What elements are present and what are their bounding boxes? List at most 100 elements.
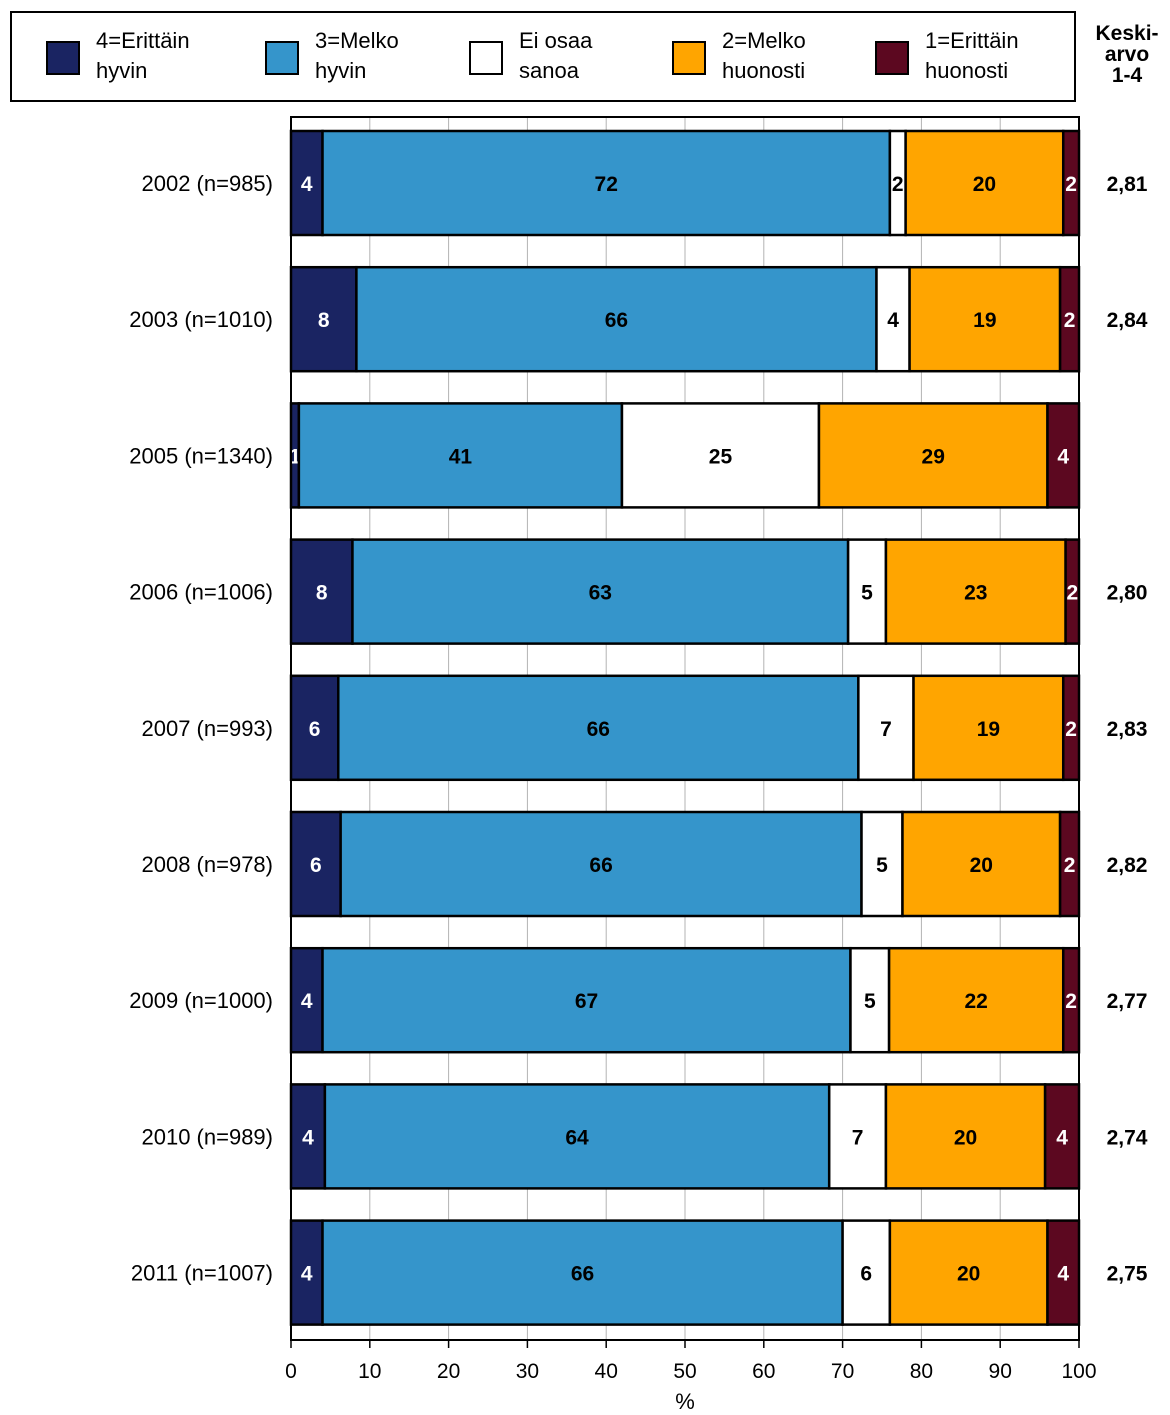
- x-axis-title: %: [675, 1389, 695, 1414]
- category-label: 2005 (n=1340): [129, 443, 273, 468]
- x-tick-label: 60: [752, 1360, 775, 1383]
- data-label: 22: [964, 990, 987, 1013]
- mean-value: 2,81: [1107, 173, 1148, 196]
- legend: 4=Erittäin hyvin 3=Melko hyvin Ei osaa sanoa 2…: [10, 11, 1076, 102]
- bar-segment: [817, 402, 1049, 509]
- data-label: 64: [565, 1126, 589, 1149]
- data-label: 66: [571, 1263, 594, 1286]
- mean-column-header: Keski-arvo 1-4: [1095, 22, 1158, 87]
- data-label: 4: [301, 990, 313, 1013]
- data-label: 4: [1056, 1126, 1068, 1149]
- legend-label: 2=Melko huonosti: [722, 28, 806, 83]
- data-label: 7: [852, 1126, 864, 1149]
- data-label: 6: [309, 718, 321, 741]
- legend-label: 4=Erittäin hyvin: [96, 28, 190, 83]
- data-label: 4: [301, 173, 313, 196]
- category-label: 2007 (n=993): [142, 716, 274, 741]
- data-label: 7: [880, 718, 892, 741]
- bar-segment: [849, 946, 891, 1054]
- data-label: 20: [954, 1126, 977, 1149]
- data-label: 66: [587, 718, 610, 741]
- data-label: 63: [589, 582, 612, 605]
- bar-segment: [1043, 1083, 1081, 1190]
- data-label: 2: [1065, 990, 1077, 1013]
- mean-value: 2,74: [1107, 1126, 1148, 1149]
- mean-value: 2,83: [1107, 718, 1148, 741]
- data-label: 23: [964, 582, 987, 605]
- mean-value: 2,84: [1107, 309, 1148, 332]
- bar-segment: [884, 538, 1067, 645]
- data-label: 8: [316, 582, 328, 605]
- x-tick-label: 30: [516, 1360, 539, 1383]
- data-label: 5: [861, 582, 873, 605]
- data-label: 2: [1064, 854, 1076, 877]
- x-tick-label: 50: [673, 1360, 696, 1383]
- data-label: 4: [1057, 1263, 1069, 1286]
- x-axis: 0 10 20 30 40 50 60 70 80 90 100%: [285, 1340, 1097, 1414]
- data-label: 2: [1065, 173, 1077, 196]
- bar-segment: [297, 402, 624, 509]
- bar-segment: [339, 810, 863, 918]
- data-label: 6: [310, 854, 322, 877]
- data-label: 4: [1057, 445, 1069, 468]
- legend-swatch: [672, 41, 706, 75]
- x-tick-label: 100: [1061, 1360, 1096, 1383]
- data-label: 2: [1064, 309, 1076, 332]
- data-label: 25: [709, 445, 733, 468]
- legend-label: Ei osaa sanoa: [519, 28, 593, 83]
- bar-segment: [321, 129, 892, 237]
- mean-value: 2,77: [1107, 990, 1148, 1013]
- bar-segment: [337, 674, 860, 782]
- bar-segment: [884, 1083, 1047, 1190]
- data-label: 2: [1065, 718, 1077, 741]
- data-label: 66: [605, 309, 628, 332]
- category-label: 2003 (n=1010): [129, 307, 273, 332]
- data-label: 29: [922, 445, 945, 468]
- bar-segment: [289, 674, 340, 782]
- legend-frame: [10, 11, 1076, 102]
- data-label: 4: [301, 1263, 313, 1286]
- legend-label: 3=Melko hyvin: [315, 28, 399, 83]
- bar-segment: [620, 402, 821, 509]
- x-tick-label: 10: [358, 1360, 381, 1383]
- mean-value: 2,80: [1107, 582, 1148, 605]
- bar-segment: [846, 538, 888, 645]
- bar-segment: [1046, 402, 1081, 509]
- category-label: 2009 (n=1000): [129, 988, 273, 1013]
- bar-segment: [901, 810, 1062, 918]
- data-label: 4: [302, 1126, 314, 1149]
- bar-segment: [323, 1083, 831, 1190]
- x-tick-label: 80: [910, 1360, 933, 1383]
- data-label: 6: [860, 1263, 872, 1286]
- data-label: 8: [318, 309, 330, 332]
- data-label: 5: [876, 854, 888, 877]
- mean-value: 2,75: [1107, 1263, 1148, 1286]
- mean-value: 2,82: [1107, 854, 1148, 877]
- category-label: 2006 (n=1006): [129, 580, 273, 605]
- category-label: 2010 (n=989): [142, 1124, 274, 1149]
- bar-segment: [321, 1219, 844, 1326]
- bar-segment: [887, 946, 1065, 1054]
- legend-swatch: [46, 41, 80, 75]
- legend-swatch: [469, 41, 503, 75]
- mean-header: Keski-arvo 1-4: [1095, 22, 1158, 87]
- bar-segment: [904, 129, 1065, 237]
- bar-segment: [289, 538, 354, 645]
- x-tick-label: 20: [437, 1360, 460, 1383]
- data-label: 19: [973, 309, 996, 332]
- data-label: 2: [892, 173, 904, 196]
- legend-label: 1=Erittäin huonosti: [925, 28, 1019, 83]
- bar-segment: [841, 1219, 892, 1326]
- bar-segment: [888, 1219, 1049, 1326]
- x-tick-label: 70: [831, 1360, 854, 1383]
- data-label: 41: [449, 445, 473, 468]
- data-label: 66: [589, 854, 612, 877]
- data-label: 20: [970, 854, 993, 877]
- bar-segment: [289, 946, 324, 1054]
- legend-swatch: [875, 41, 909, 75]
- legend-swatch: [265, 41, 299, 75]
- x-tick-label: 0: [285, 1360, 297, 1383]
- bar-segment: [351, 538, 850, 645]
